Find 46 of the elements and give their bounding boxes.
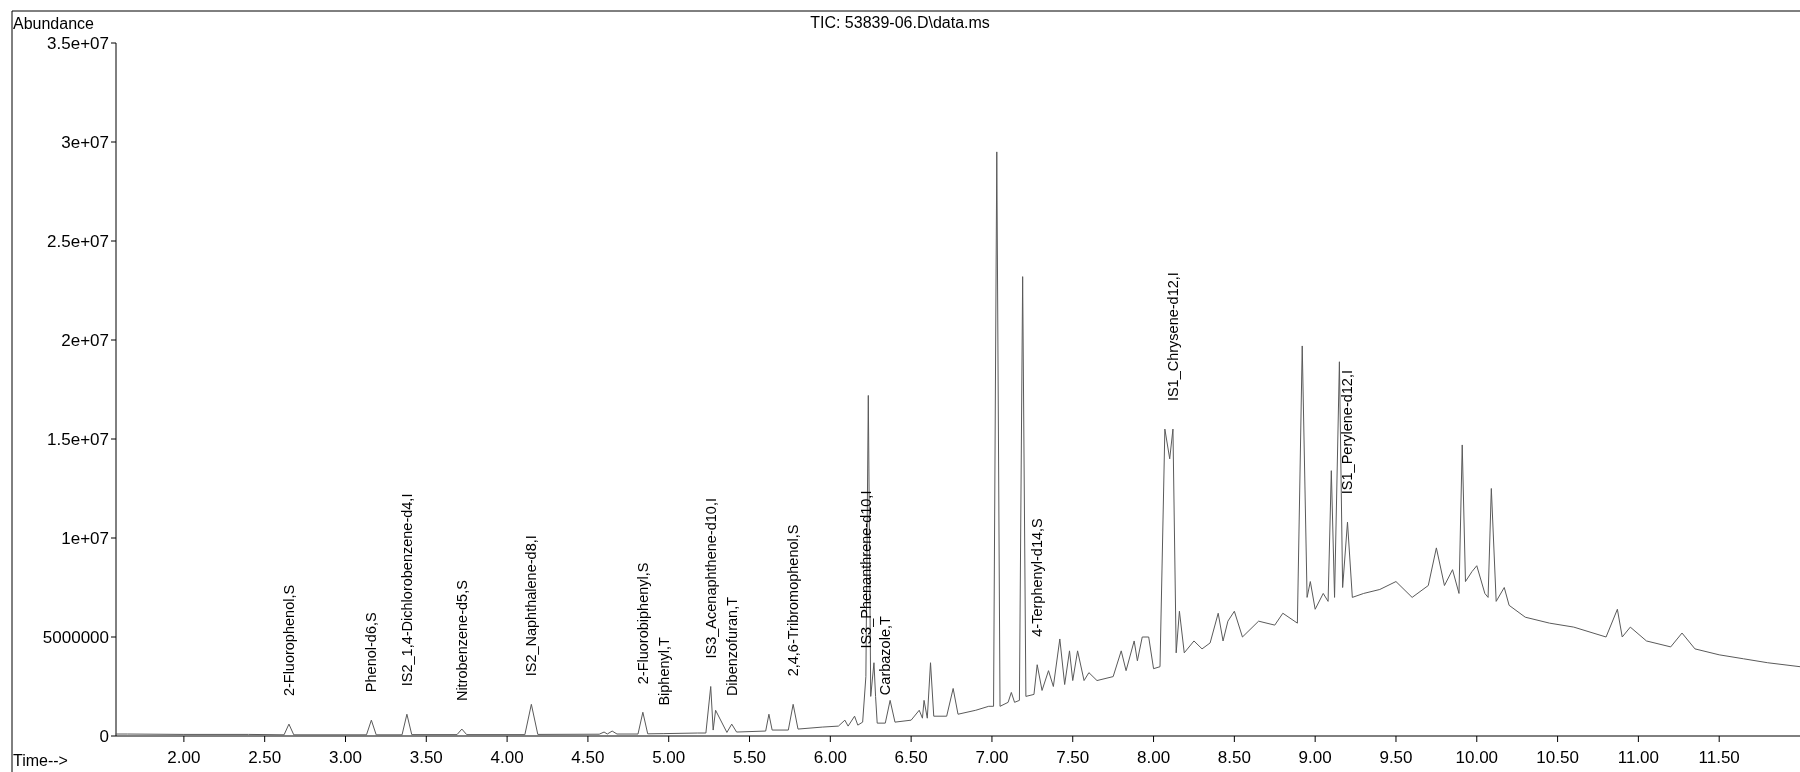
x-tick-label: 2.00 <box>167 748 201 767</box>
x-tick-label: 11.00 <box>1617 748 1660 767</box>
x-tick-label: 2.50 <box>248 748 282 767</box>
y-axis-title: Abundance <box>13 15 95 32</box>
annotation: Biphenyl,T <box>655 636 672 706</box>
y-tick-label: 3e+07 <box>61 132 109 152</box>
annotation: Phenol-d6,S <box>363 612 380 693</box>
annotation: 2-Fluorobiphenyl,S <box>634 562 651 685</box>
annotation: Carbazole,T <box>877 616 894 696</box>
annotation: IS2_Naphthalene-d8,I <box>523 535 540 677</box>
x-tick-label: 11.50 <box>1698 748 1740 767</box>
x-tick-label: 4.00 <box>490 748 524 767</box>
annotation: IS3_Phenanthrene-d10,I <box>857 490 874 649</box>
x-tick-label: 6.00 <box>813 748 847 767</box>
y-tick-label: 1.5e+07 <box>47 429 109 449</box>
annotation: IS1_Perylene-d12,I <box>1339 370 1356 495</box>
x-axis-title: Time--> <box>13 752 68 769</box>
annotation: IS3_Acenaphthene-d10,I <box>702 498 719 659</box>
x-tick-label: 7.00 <box>975 748 1009 767</box>
x-tick-label: 10.00 <box>1455 748 1499 767</box>
annotation: Nitrobenzene-d5,S <box>453 580 470 702</box>
annotation: IS1_Chrysene-d12,I <box>1164 272 1181 402</box>
x-tick-label: 4.50 <box>571 748 605 767</box>
y-tick-label: 0 <box>99 726 109 746</box>
x-tick-label: 3.00 <box>328 748 363 767</box>
x-tick-label: 9.00 <box>1298 748 1332 767</box>
y-tick-label: 2e+07 <box>61 330 109 350</box>
x-tick-label: 6.50 <box>894 748 928 767</box>
annotation: 2,4,6-Tribromophenol,S <box>785 524 802 677</box>
annotation: IS2_1,4-Dichlorobenzene-d4,I <box>398 493 415 687</box>
x-tick-label: 8.50 <box>1217 748 1251 767</box>
x-tick-label: 5.00 <box>652 748 686 767</box>
annotation: 4-Terphenyl-d14,S <box>1029 518 1046 637</box>
y-tick-label: 1e+07 <box>61 528 109 548</box>
annotation: Dibenzofuran,T <box>723 596 740 697</box>
y-tick-label: 3.5e+07 <box>47 33 109 53</box>
y-tick-label: 5000000 <box>42 627 109 647</box>
y-tick-label: 2.5e+07 <box>47 231 109 251</box>
x-tick-label: 8.00 <box>1137 748 1171 767</box>
x-tick-label: 7.50 <box>1056 748 1090 767</box>
annotation: 2-Fluorophenol,S <box>280 584 297 697</box>
x-tick-label: 5.50 <box>732 748 767 767</box>
chart-title: TIC: 53839-06.D\data.ms <box>810 14 990 31</box>
x-tick-label: 9.50 <box>1379 748 1413 767</box>
x-tick-label: 10.50 <box>1536 748 1579 767</box>
x-tick-label: 3.50 <box>409 748 443 767</box>
